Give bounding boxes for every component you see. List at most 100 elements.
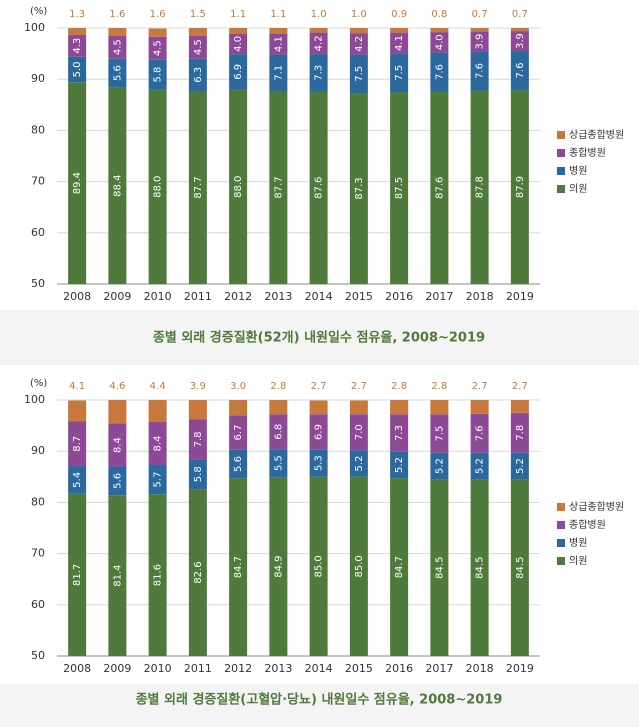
bar-segment: [470, 452, 489, 480]
bar-segment: [108, 400, 127, 424]
value-label: 7.5: [394, 65, 405, 81]
bar-segment: [309, 91, 328, 284]
bar-segment: [148, 422, 167, 466]
value-label: 3.0: [230, 381, 246, 392]
value-label: 81.6: [153, 564, 164, 586]
value-label: 5.2: [394, 457, 405, 473]
value-label: 87.6: [314, 177, 325, 199]
bar-segment: [188, 419, 207, 460]
value-label: 6.9: [314, 424, 325, 440]
value-label: 2.8: [270, 381, 286, 392]
bar-segment: [108, 495, 127, 656]
value-label: 7.3: [394, 425, 405, 441]
y-axis-label: (%): [30, 6, 47, 17]
bar-segment: [68, 421, 87, 467]
value-label: 87.5: [394, 177, 405, 199]
value-label: 5.6: [112, 65, 123, 81]
bar-segment: [349, 450, 368, 477]
value-label: 6.8: [273, 424, 284, 440]
x-tick-label: 2011: [184, 290, 212, 303]
bar-segment: [349, 414, 368, 451]
legend-swatch: [557, 131, 565, 139]
bar-segment: [470, 479, 489, 656]
bar-segment: [229, 400, 248, 416]
bar-segment: [108, 28, 127, 36]
bar-segment: [510, 400, 529, 413]
bar-segment: [269, 449, 288, 478]
value-label: 4.5: [153, 40, 164, 56]
value-label: 7.6: [475, 63, 486, 79]
value-label: 4.5: [193, 39, 204, 55]
value-label: 6.7: [233, 425, 244, 441]
bar-segment: [309, 449, 328, 477]
bar-segment: [269, 414, 288, 450]
x-tick-label: 2019: [506, 290, 534, 303]
value-label: 87.3: [354, 177, 365, 199]
legend-swatch: [557, 539, 565, 547]
value-label: 4.4: [150, 381, 166, 392]
bar-segment: [470, 90, 489, 285]
legend-swatch: [557, 503, 565, 511]
value-label: 87.7: [193, 176, 204, 198]
value-label: 5.2: [475, 458, 486, 474]
bar-segment: [188, 35, 207, 59]
value-label: 5.8: [193, 466, 204, 482]
bar-segment: [349, 476, 368, 656]
value-label: 87.7: [273, 176, 284, 198]
value-label: 4.1: [69, 381, 85, 392]
x-tick-label: 2010: [144, 662, 172, 675]
y-tick-label: 70: [31, 547, 45, 560]
value-label: 2.8: [391, 381, 407, 392]
value-label: 5.5: [273, 455, 284, 471]
x-tick-label: 2019: [506, 662, 534, 675]
y-tick-label: 80: [31, 495, 45, 508]
bar-segment: [229, 449, 248, 479]
x-tick-label: 2016: [385, 290, 413, 303]
value-label: 7.3: [314, 65, 325, 81]
bar-segment: [68, 82, 87, 284]
value-label: 84.9: [273, 556, 284, 578]
chart-caption: 종별 외래 경증질환(52개) 내원일수 점유율, 2008~2019: [153, 330, 485, 346]
bar-segment: [309, 400, 328, 415]
x-tick-label: 2013: [264, 290, 292, 303]
bar-segment: [188, 400, 207, 420]
value-label: 1.1: [230, 9, 246, 20]
bar-segment: [390, 53, 409, 92]
value-label: 2.7: [472, 381, 488, 392]
value-label: 1.6: [150, 9, 166, 20]
value-label: 4.2: [314, 35, 325, 51]
value-label: 5.2: [434, 458, 445, 474]
value-label: 5.2: [354, 456, 365, 472]
bar-segment: [430, 400, 449, 415]
value-label: 7.1: [273, 65, 284, 81]
bar-segment: [309, 32, 328, 55]
bar-segment: [430, 479, 449, 656]
bar-segment: [188, 489, 207, 656]
bar-segment: [269, 477, 288, 656]
value-label: 6.9: [233, 64, 244, 80]
value-label: 84.7: [394, 556, 405, 578]
y-tick-label: 70: [31, 175, 45, 188]
value-label: 87.8: [475, 176, 486, 198]
legend-swatch: [557, 167, 565, 175]
bar-segment: [510, 89, 529, 285]
bar-segment: [108, 58, 127, 88]
value-label: 84.5: [475, 557, 486, 579]
value-label: 87.9: [515, 176, 526, 198]
value-label: 4.5: [112, 39, 123, 55]
bar-segment: [430, 32, 449, 53]
x-tick-label: 2008: [63, 290, 91, 303]
x-tick-label: 2018: [466, 290, 494, 303]
bar-segment: [148, 36, 167, 60]
y-axis-label: (%): [30, 378, 47, 389]
caption-band: [0, 684, 639, 727]
x-tick-label: 2016: [385, 662, 413, 675]
value-label: 5.8: [153, 67, 164, 83]
bar-segment: [108, 466, 127, 496]
value-label: 7.5: [434, 426, 445, 442]
bar-segment: [68, 34, 87, 57]
value-label: 88.0: [153, 176, 164, 198]
bar-segment: [269, 33, 288, 55]
value-label: 0.8: [431, 9, 447, 20]
